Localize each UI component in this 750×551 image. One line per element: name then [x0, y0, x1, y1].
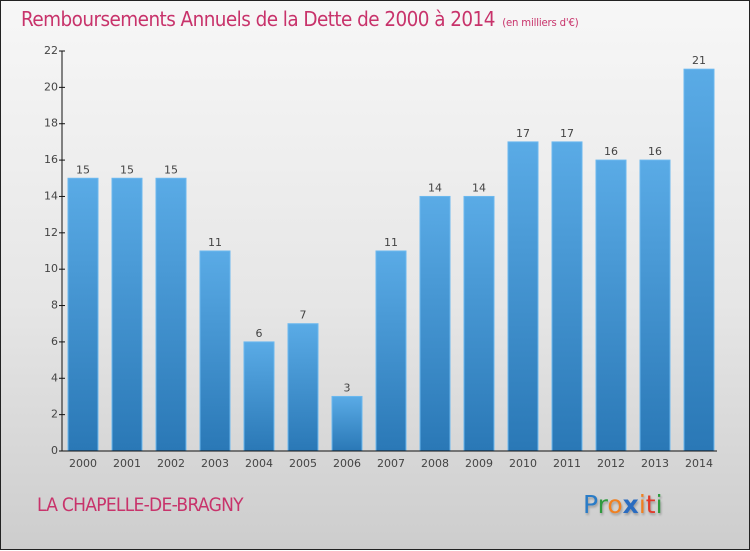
bar-2005 [287, 323, 319, 452]
value-label-2010: 17 [516, 127, 530, 140]
logo-letter: x [622, 490, 639, 519]
y-tick-label-14: 14 [44, 189, 58, 202]
bar-2012 [595, 159, 627, 452]
x-tick-label-2013: 2013 [641, 457, 669, 470]
y-tick-label-4: 4 [51, 371, 58, 384]
chart-subtitle: (en milliers d'€) [502, 16, 579, 29]
bar-2000 [67, 177, 99, 452]
y-tick-label-8: 8 [51, 299, 58, 312]
x-tick-label-2012: 2012 [597, 457, 625, 470]
title-text: Remboursements Annuels de la Dette de 20… [21, 7, 495, 31]
axes-group: 2000 2001 2002 2003 2004 2005 2006 2007 2008 2009… [44, 44, 717, 470]
y-tick-label-2: 2 [51, 408, 58, 421]
x-tick-label-2003: 2003 [201, 457, 229, 470]
logo-letter: i [655, 490, 663, 519]
y-tick-label-22: 22 [44, 44, 58, 57]
bar-2004 [243, 341, 275, 452]
value-label-2005: 7 [300, 309, 307, 322]
bar-2009 [463, 195, 495, 452]
x-tick-label-2005: 2005 [289, 457, 317, 470]
value-label-2013: 16 [648, 145, 662, 158]
x-tick-label-2011: 2011 [553, 457, 581, 470]
x-tick-label-2014: 2014 [685, 457, 713, 470]
city-name: LA CHAPELLE-DE-BRAGNY [37, 494, 244, 516]
y-tick-label-10: 10 [44, 262, 58, 275]
x-tick-label-2001: 2001 [113, 457, 141, 470]
logo-letter: i [638, 490, 646, 519]
x-tick-label-2008: 2008 [421, 457, 449, 470]
x-tick-label-2000: 2000 [69, 457, 97, 470]
bars-group: 15 15 15 11 6 7 3 11 14 14 17 17 16 16 21 [67, 54, 715, 452]
x-tick-label-2004: 2004 [245, 457, 273, 470]
bar-2011 [551, 141, 583, 452]
bar-2013 [639, 159, 671, 452]
value-label-2014: 21 [692, 54, 706, 67]
bar-2003 [199, 250, 231, 452]
proxiti-logo: Proxiti [583, 490, 663, 519]
logo-letter: t [645, 490, 656, 519]
value-label-2009: 14 [472, 181, 486, 194]
value-label-2011: 17 [560, 127, 574, 140]
chart-title: Remboursements Annuels de la Dette de 20… [21, 7, 579, 31]
x-tick-label-2009: 2009 [465, 457, 493, 470]
bar-2010 [507, 141, 539, 452]
x-tick-label-2010: 2010 [509, 457, 537, 470]
value-label-2001: 15 [120, 163, 134, 176]
x-tick-label-2002: 2002 [157, 457, 185, 470]
bar-2008 [419, 195, 451, 452]
value-label-2000: 15 [76, 163, 90, 176]
y-tick-label-0: 0 [51, 444, 58, 457]
logo-letter: o [607, 490, 623, 519]
bar-2002 [155, 177, 187, 452]
y-tick-label-20: 20 [44, 80, 58, 93]
y-tick-label-6: 6 [51, 335, 58, 348]
x-tick-label-2007: 2007 [377, 457, 405, 470]
y-tick-label-16: 16 [44, 153, 58, 166]
value-label-2007: 11 [384, 236, 398, 249]
bar-2014 [683, 68, 715, 452]
value-label-2004: 6 [256, 327, 263, 340]
bar-2001 [111, 177, 143, 452]
bar-2006 [331, 395, 363, 452]
logo-letter: P [583, 490, 598, 519]
y-tick-label-18: 18 [44, 117, 58, 130]
value-label-2002: 15 [164, 163, 178, 176]
x-tick-label-2006: 2006 [333, 457, 361, 470]
logo-letter: r [597, 490, 608, 519]
y-tick-label-12: 12 [44, 226, 58, 239]
value-label-2003: 11 [208, 236, 222, 249]
value-label-2006: 3 [344, 381, 351, 394]
value-label-2008: 14 [428, 181, 442, 194]
value-label-2012: 16 [604, 145, 618, 158]
bar-2007 [375, 250, 407, 452]
